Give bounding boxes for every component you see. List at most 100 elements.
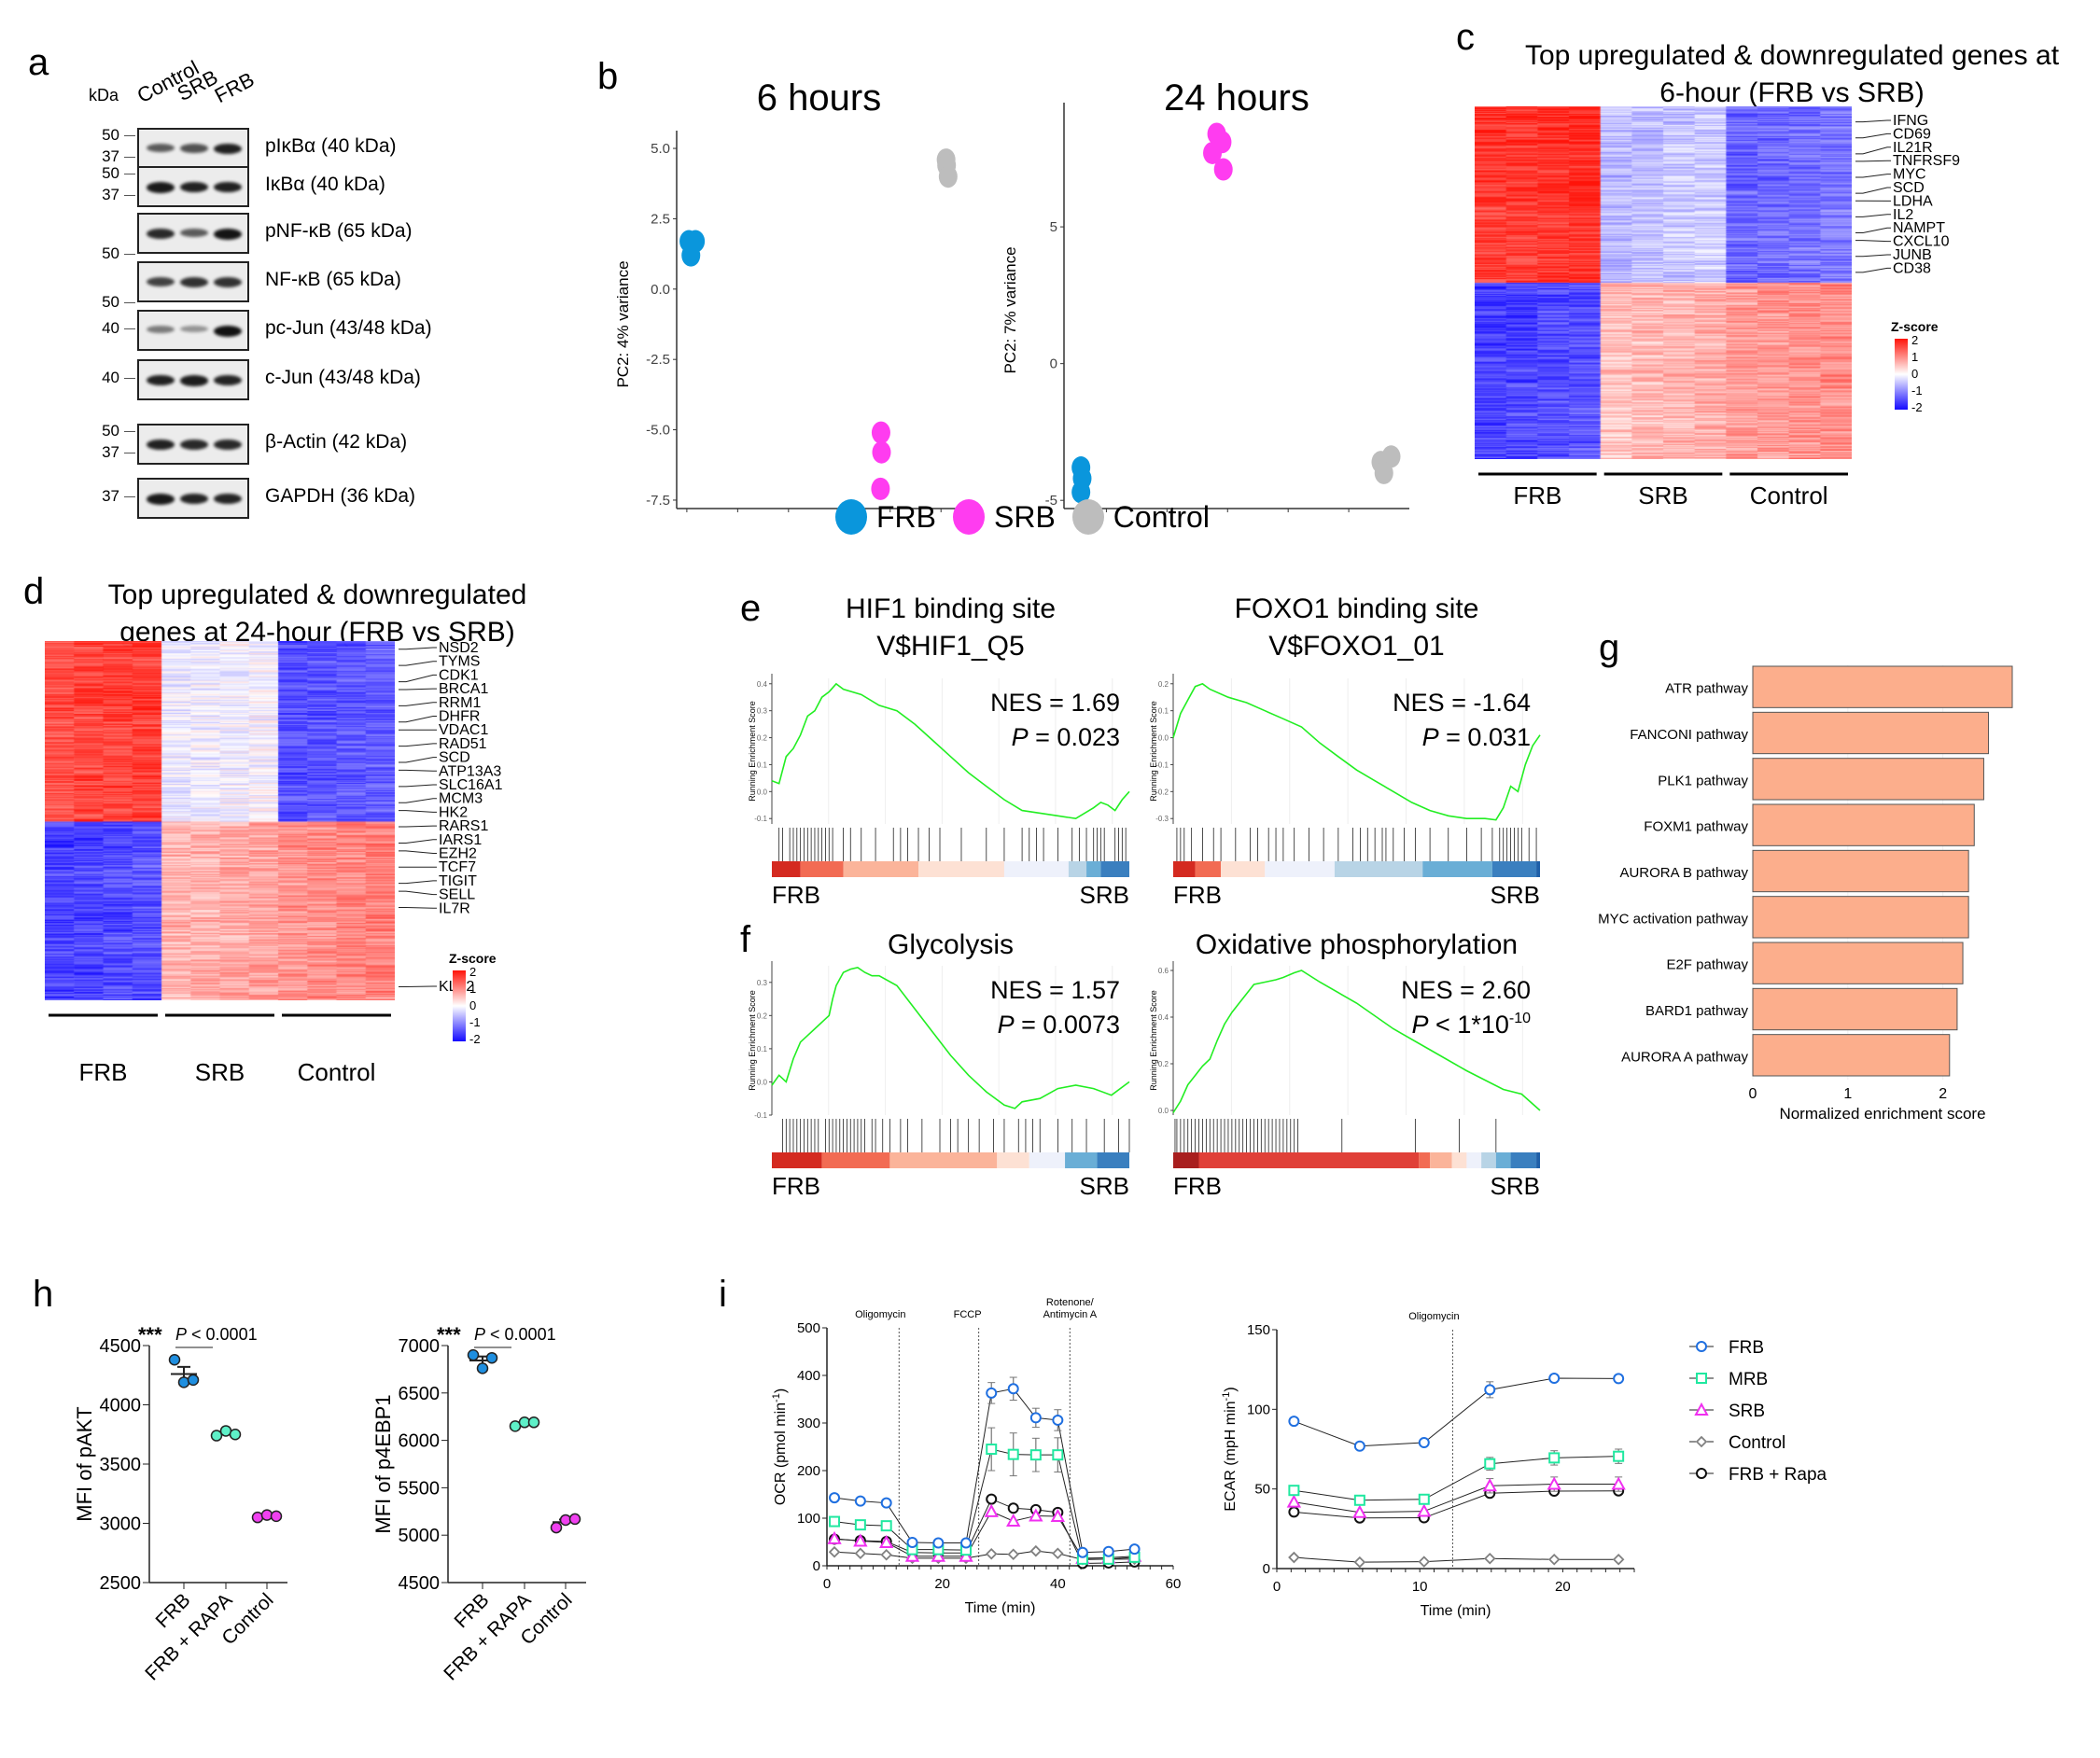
marker-square [1007,1448,1019,1460]
marker-circle [986,1493,998,1505]
marker-triangle [1611,1476,1626,1490]
nes-bar [1752,665,2013,708]
gene-connector [1855,254,1891,258]
blot-band [147,326,175,334]
srb-end-label: SRB [1491,1172,1540,1200]
gsea-title: Glycolysis [888,929,1014,960]
ranking-bar-segment [1198,1152,1420,1168]
y-axis-label: Running Enrichment Score [1149,701,1158,802]
enrichment-score-line [771,966,1130,1109]
heatmap-24h-title-line1: Top upregulated & downregulated [107,579,527,610]
gene-connector [399,661,437,666]
blot-strip [137,213,249,254]
gene-connector [399,784,437,788]
y-tick-label: 0.3 [757,707,768,716]
marker-square [1029,1449,1042,1461]
chart-title: 24 hours [1164,77,1309,119]
gene-label: SCD [1893,180,1925,196]
blot-protein-label: β-Actin (42 kDa) [265,431,408,453]
kda-tick [124,431,135,432]
marker-diamond [1353,1556,1366,1569]
blot-band [147,375,175,386]
group-label-control: Control [1750,481,1828,509]
nes-bar-chart: ATR pathway FANCONI pathway PLK1 pathway FO… [1598,665,2013,1123]
blot-band [214,440,242,451]
blot-band [147,229,175,240]
replicate-point [485,1351,498,1364]
panel-label-h: h [33,1274,54,1315]
marker-diamond [1612,1553,1625,1566]
ranking-bar-segment [1065,1152,1098,1168]
marker-triangle [879,1534,894,1549]
gene-label: TYMS [439,654,480,670]
blot-band [147,182,175,193]
kda-tick [124,496,135,497]
blot-protein-label: IκBα (40 kDa) [265,174,385,195]
marker-triangle [1547,1476,1561,1490]
gene-label: IL7R [439,900,470,916]
gene-label: JUNB [1893,247,1932,263]
gene-label: MYC [1893,167,1926,183]
x-axis-label: Normalized enrichment score [1779,1105,1985,1123]
gene-connector [399,810,437,813]
group-label-srb: SRB [1638,481,1687,509]
kda-marker: 37 [102,186,119,203]
x-tick-label: 10 [1412,1579,1428,1595]
marker-circle [854,1495,866,1507]
y-tick-label: 0.2 [1158,680,1169,689]
x-tick-label: 2 [1939,1086,1947,1102]
kda-tick [124,195,135,196]
gene-label: TNFRSF9 [1893,153,1960,169]
marker-triangle [1029,1508,1043,1522]
gsea-title-line1: FOXO1 binding site [1235,593,1479,624]
marker-diamond [1695,1435,1708,1448]
gene-connector [1855,133,1891,139]
marker-circle [932,1537,945,1549]
gene-connector [1855,227,1891,233]
gene-label: VDAC1 [439,722,488,738]
kda-marker: 37 [102,443,119,461]
blot-band [180,229,208,238]
gene-connector [399,743,437,747]
y-axis-label: ECAR (mpH min-1) [1221,1387,1239,1511]
marker-circle [960,1537,973,1549]
y-tick-label: -0.1 [754,1111,767,1120]
y-tick-label: 0.0 [1158,1107,1169,1115]
enrichment-score-line [1172,682,1541,821]
zscore-tick: -1 [1911,384,1923,398]
marker-diamond [1483,1552,1496,1565]
blot-protein-label: pNF-κB (65 kDa) [265,220,413,242]
kda-tick [124,378,135,379]
ranking-bar-segment [1481,1152,1496,1168]
gene-connector [1855,187,1891,194]
blot-strip [137,478,249,519]
y-tick-label: -0.3 [1155,815,1169,823]
y-axis-label: Running Enrichment Score [748,701,757,802]
marker-triangle [1694,1402,1709,1416]
p-value: P = 0.031 [1422,723,1531,751]
srb-end-label: SRB [1491,881,1540,909]
ranking-bar-segment [1173,861,1196,877]
legend-dot-control [1071,499,1104,535]
marker-square [1052,1449,1064,1461]
blot-strip [137,310,249,351]
y-tick-label: 0.2 [1158,1060,1169,1068]
y-tick-label: 0 [1263,1561,1270,1577]
gsea-title: Oxidative phosphorylation [1196,929,1518,960]
marker-diamond [1288,1551,1300,1564]
ranking-bar-segment [1265,861,1335,877]
y-tick-label: 150 [1247,1322,1270,1338]
significance-stars: *** [437,1323,461,1346]
group-label-frb: FRB [79,1058,128,1086]
marker-square [1484,1458,1496,1470]
marker-triangle [984,1503,999,1517]
group-label-frb: FRB [1513,481,1561,509]
y-axis-label: PC2: 7% variance [1001,246,1019,373]
blot-band [180,440,208,451]
pca-point-srb [871,421,890,444]
y-tick-label: 500 [797,1320,820,1336]
ranking-bar-segment [1491,861,1537,877]
y-tick-label: -5 [1045,493,1057,509]
ranking-bar-segment [1334,861,1423,877]
gene-connector [399,850,437,854]
